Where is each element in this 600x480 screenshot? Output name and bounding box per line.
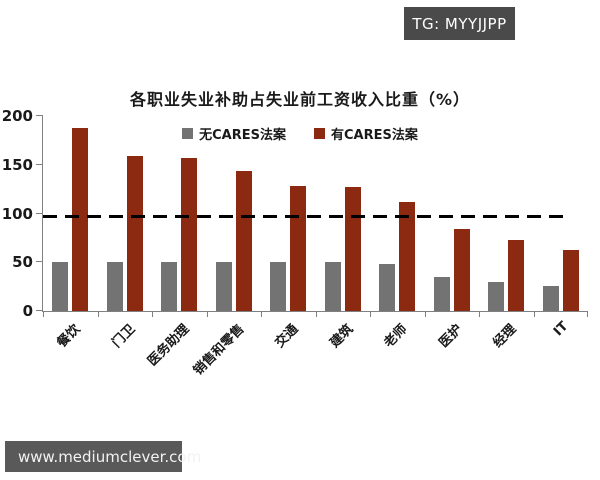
- bar-with-cares: [290, 186, 307, 311]
- x-tick-label: 销售和零售: [190, 321, 248, 379]
- bar-with-cares: [508, 239, 525, 311]
- x-tick-mark: [261, 311, 262, 317]
- x-tick-mark: [533, 311, 535, 317]
- bar-no-cares: [215, 262, 232, 311]
- bar-with-cares: [126, 155, 143, 311]
- x-tick-mark: [315, 311, 317, 317]
- bar-group: [534, 116, 589, 311]
- legend-label: 无CARES法案: [199, 128, 286, 143]
- y-tick-label: 200: [1, 107, 33, 125]
- bar-group: [261, 116, 316, 311]
- legend-swatch: [182, 128, 194, 139]
- x-tick-mark: [152, 311, 153, 317]
- tg-badge: TG: MYYJJPP: [404, 7, 515, 40]
- bar-group: [425, 116, 480, 311]
- legend-item: 无CARES法案: [182, 124, 286, 143]
- y-tick-mark: [36, 163, 43, 165]
- bar-with-cares: [344, 187, 361, 311]
- chart-title: 各职业失业补助占失业前工资收入比重（%）: [129, 90, 471, 109]
- x-tick-mark: [370, 311, 371, 317]
- y-tick-label: 100: [1, 204, 33, 223]
- bar-no-cares: [542, 285, 559, 311]
- bar-with-cares: [453, 229, 470, 311]
- bar-no-cares: [379, 264, 396, 311]
- x-tick-mark: [97, 311, 99, 317]
- x-tick-label: 门卫: [109, 321, 139, 351]
- bar-group: [316, 116, 371, 311]
- y-tick-mark: [36, 310, 43, 311]
- plot-area: 0 50 100 150 200 餐饮 门卫 医务助理 销售和零售 交通 建筑 老师 医护 经理 IT: [2, 107, 589, 378]
- bar-group: [370, 116, 425, 311]
- bar-group: [98, 116, 153, 311]
- x-tick-mark: [43, 311, 44, 317]
- bar-no-cares: [488, 281, 505, 311]
- tg-badge-text: TG: MYYJJPP: [412, 14, 507, 33]
- watermark-text: www.mediumclever.com: [18, 447, 202, 466]
- y-tick-label: 0: [22, 302, 33, 320]
- bar-no-cares: [106, 262, 123, 311]
- x-tick-mark: [424, 311, 426, 317]
- bar-group: [152, 116, 207, 311]
- bar-with-cares: [235, 170, 252, 311]
- bar-no-cares: [324, 262, 341, 311]
- legend-swatch: [314, 128, 325, 139]
- y-tick-mark: [36, 212, 43, 214]
- x-tick-label: IT: [551, 319, 572, 340]
- legend-label: 有CARES法案: [331, 128, 418, 143]
- legend: 无CARES法案 有CARES法案: [0, 124, 600, 143]
- y-tick-label: 50: [12, 253, 33, 272]
- reference-line: [43, 215, 569, 219]
- x-tick-label: 医务助理: [145, 321, 193, 370]
- bar-no-cares: [433, 276, 450, 311]
- watermark-badge: www.mediumclever.com: [5, 441, 201, 472]
- bar-with-cares: [72, 127, 89, 311]
- bar-group: [479, 116, 534, 311]
- x-tick-label: 老师: [381, 321, 411, 351]
- bar-no-cares: [270, 262, 287, 311]
- y-tick-mark: [36, 115, 43, 116]
- x-tick-mark: [479, 311, 480, 317]
- x-tick-mark: [587, 311, 588, 317]
- x-tick-label: 医护: [436, 321, 466, 351]
- bar-with-cares: [562, 249, 579, 311]
- x-tick-mark: [206, 311, 208, 317]
- bar-group: [43, 116, 98, 311]
- x-tick-label: 交通: [272, 321, 302, 351]
- y-tick-label: 150: [1, 155, 33, 174]
- x-tick-label: 餐饮: [54, 321, 84, 351]
- bar-with-cares: [181, 157, 198, 311]
- bar-with-cares: [399, 201, 416, 311]
- bar-no-cares: [161, 262, 178, 311]
- bar-group: [207, 116, 262, 311]
- legend-item: 有CARES法案: [314, 124, 418, 143]
- x-tick-label: 建筑: [327, 321, 357, 351]
- y-tick-mark: [36, 261, 43, 263]
- bar-no-cares: [52, 262, 69, 311]
- x-tick-label: 经理: [490, 321, 520, 351]
